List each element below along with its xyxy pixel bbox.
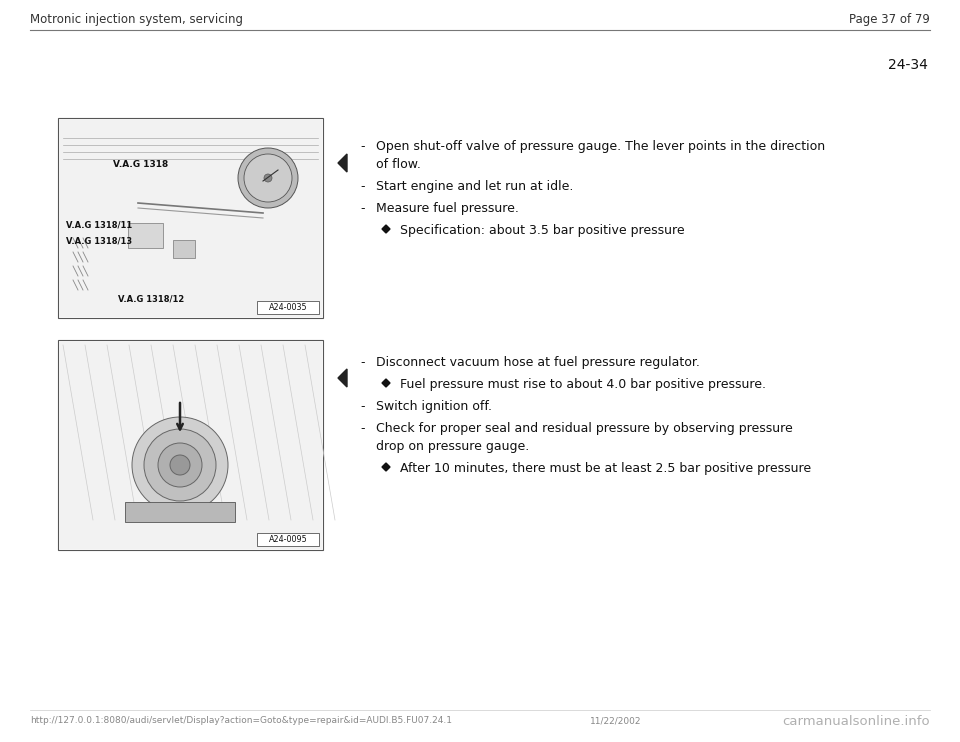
Text: Check for proper seal and residual pressure by observing pressure: Check for proper seal and residual press…	[376, 422, 793, 435]
Text: -: -	[360, 140, 365, 153]
Text: http://127.0.0.1:8080/audi/servlet/Display?action=Goto&type=repair&id=AUDI.B5.FU: http://127.0.0.1:8080/audi/servlet/Displ…	[30, 716, 452, 725]
Polygon shape	[382, 463, 390, 471]
Text: Page 37 of 79: Page 37 of 79	[850, 13, 930, 26]
Polygon shape	[338, 369, 347, 387]
Bar	[257, 533, 319, 546]
Text: Start engine and let run at idle.: Start engine and let run at idle.	[376, 180, 573, 193]
Bar	[59, 341, 322, 549]
Bar	[173, 240, 195, 258]
Polygon shape	[382, 225, 390, 233]
Circle shape	[132, 417, 228, 513]
Polygon shape	[382, 379, 390, 387]
Text: A24-0095: A24-0095	[269, 535, 307, 544]
Text: Disconnect vacuum hose at fuel pressure regulator.: Disconnect vacuum hose at fuel pressure …	[376, 356, 700, 369]
Bar	[58, 340, 323, 550]
Text: After 10 minutes, there must be at least 2.5 bar positive pressure: After 10 minutes, there must be at least…	[400, 462, 811, 475]
Text: Measure fuel pressure.: Measure fuel pressure.	[376, 202, 518, 215]
Text: -: -	[360, 202, 365, 215]
Text: V.A.G 1318: V.A.G 1318	[113, 160, 168, 169]
Text: of flow.: of flow.	[376, 158, 420, 171]
Circle shape	[144, 429, 216, 501]
Bar	[58, 118, 323, 318]
Circle shape	[170, 455, 190, 475]
Text: V.A.G 1318/11: V.A.G 1318/11	[66, 221, 132, 230]
Text: carmanualsonline.info: carmanualsonline.info	[782, 715, 930, 728]
Text: 11/22/2002: 11/22/2002	[590, 716, 641, 725]
Text: Motronic injection system, servicing: Motronic injection system, servicing	[30, 13, 243, 26]
Circle shape	[264, 174, 272, 182]
Text: 24-34: 24-34	[888, 58, 928, 72]
Text: Open shut-off valve of pressure gauge. The lever points in the direction: Open shut-off valve of pressure gauge. T…	[376, 140, 826, 153]
Text: Fuel pressure must rise to about 4.0 bar positive pressure.: Fuel pressure must rise to about 4.0 bar…	[400, 378, 766, 391]
Text: -: -	[360, 422, 365, 435]
Text: A24-0035: A24-0035	[269, 303, 307, 312]
Text: -: -	[360, 400, 365, 413]
Polygon shape	[338, 154, 347, 172]
Text: Switch ignition off.: Switch ignition off.	[376, 400, 492, 413]
Text: V.A.G 1318/13: V.A.G 1318/13	[66, 236, 132, 245]
Bar	[125, 502, 235, 522]
Text: -: -	[360, 356, 365, 369]
Bar	[59, 119, 322, 317]
Text: Specification: about 3.5 bar positive pressure: Specification: about 3.5 bar positive pr…	[400, 224, 684, 237]
Text: V.A.G 1318/12: V.A.G 1318/12	[118, 294, 184, 303]
Bar	[128, 223, 163, 248]
Circle shape	[244, 154, 292, 202]
Circle shape	[158, 443, 202, 487]
Bar	[257, 301, 319, 314]
Text: -: -	[360, 180, 365, 193]
Circle shape	[238, 148, 298, 208]
Text: drop on pressure gauge.: drop on pressure gauge.	[376, 440, 529, 453]
